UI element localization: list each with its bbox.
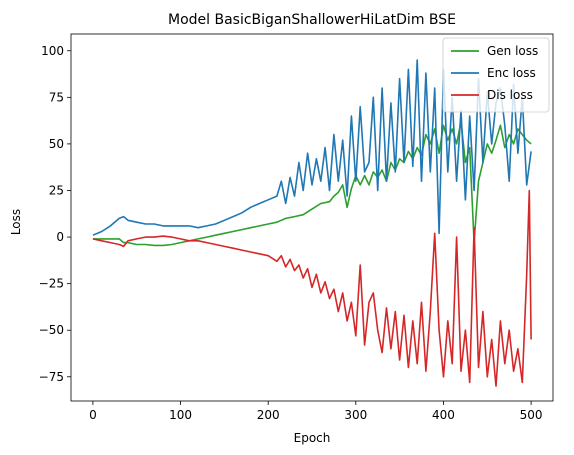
y-tick-label: −50 — [39, 323, 64, 337]
series-line-enc-loss — [92, 59, 532, 236]
x-tick-label: 0 — [89, 408, 97, 422]
x-tick-label: 400 — [432, 408, 455, 422]
x-tick-label: 300 — [344, 408, 367, 422]
y-axis-title: Loss — [9, 209, 23, 235]
y-tick-label: 100 — [41, 44, 64, 58]
y-tick-label: 50 — [49, 137, 64, 151]
y-tick-label: 75 — [49, 90, 64, 104]
y-tick-label: −25 — [39, 277, 64, 291]
legend-box — [442, 37, 550, 113]
y-tick-label: 0 — [56, 230, 64, 244]
plot-frame — [70, 33, 554, 402]
x-tick-label: 500 — [520, 408, 543, 422]
series-line-dis-loss — [92, 189, 532, 387]
x-axis-title: Epoch — [294, 431, 331, 445]
y-tick-label: −75 — [39, 370, 64, 384]
x-tick-label: 100 — [169, 408, 192, 422]
x-tick-label: 200 — [257, 408, 280, 422]
legend: Gen loss Enc loss Dis loss — [442, 37, 550, 113]
legend-label: Enc loss — [487, 66, 536, 80]
legend-label: Gen loss — [487, 44, 538, 58]
chart-title: Model BasicBiganShallowerHiLatDim BSE — [168, 12, 456, 28]
y-tick-label: 25 — [49, 183, 64, 197]
legend-label: Dis loss — [487, 88, 533, 102]
